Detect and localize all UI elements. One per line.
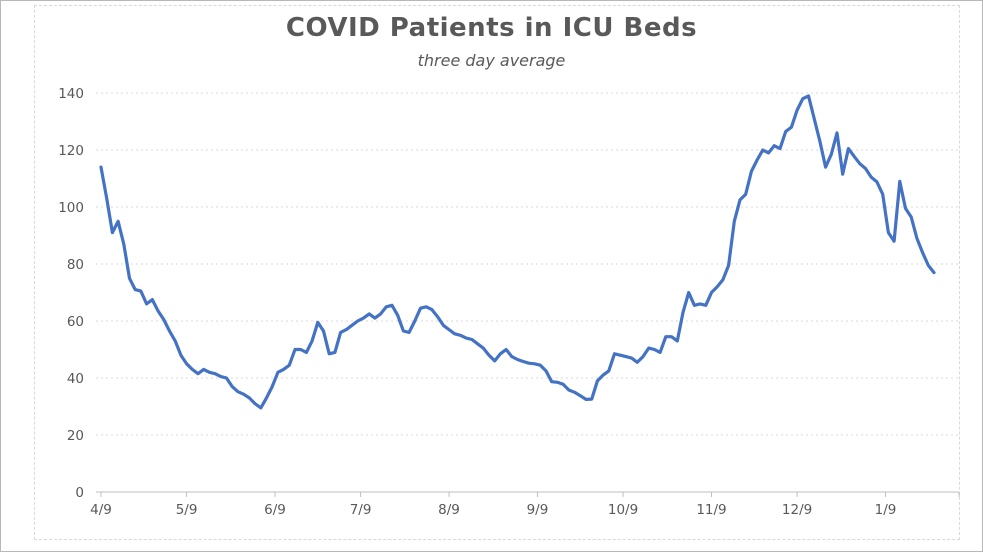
chart-title: COVID Patients in ICU Beds <box>285 13 698 43</box>
y-tick-label: 20 <box>67 428 84 444</box>
x-tick-label: 6/9 <box>264 502 286 518</box>
x-tick-label: 11/9 <box>696 502 726 518</box>
chart-subtitle: three day average <box>417 51 566 70</box>
y-tick-label: 140 <box>58 86 84 102</box>
y-tick-label: 80 <box>67 257 84 273</box>
data-line <box>99 94 936 410</box>
x-tick-label: 4/9 <box>90 502 112 518</box>
y-tick-label: 0 <box>75 485 84 501</box>
x-tick-label: 9/9 <box>527 502 549 518</box>
x-tick-label: 8/9 <box>438 502 460 518</box>
y-tick-label: 60 <box>67 314 84 330</box>
x-tick-label: 5/9 <box>176 502 198 518</box>
y-tick-label: 120 <box>58 143 84 159</box>
y-tick-label: 100 <box>58 200 84 216</box>
x-tick-label: 12/9 <box>782 502 812 518</box>
x-tick-label: 10/9 <box>608 502 638 518</box>
x-tick-label: 1/9 <box>875 502 897 518</box>
y-tick-label: 40 <box>67 371 84 387</box>
x-tick-label: 7/9 <box>350 502 372 518</box>
